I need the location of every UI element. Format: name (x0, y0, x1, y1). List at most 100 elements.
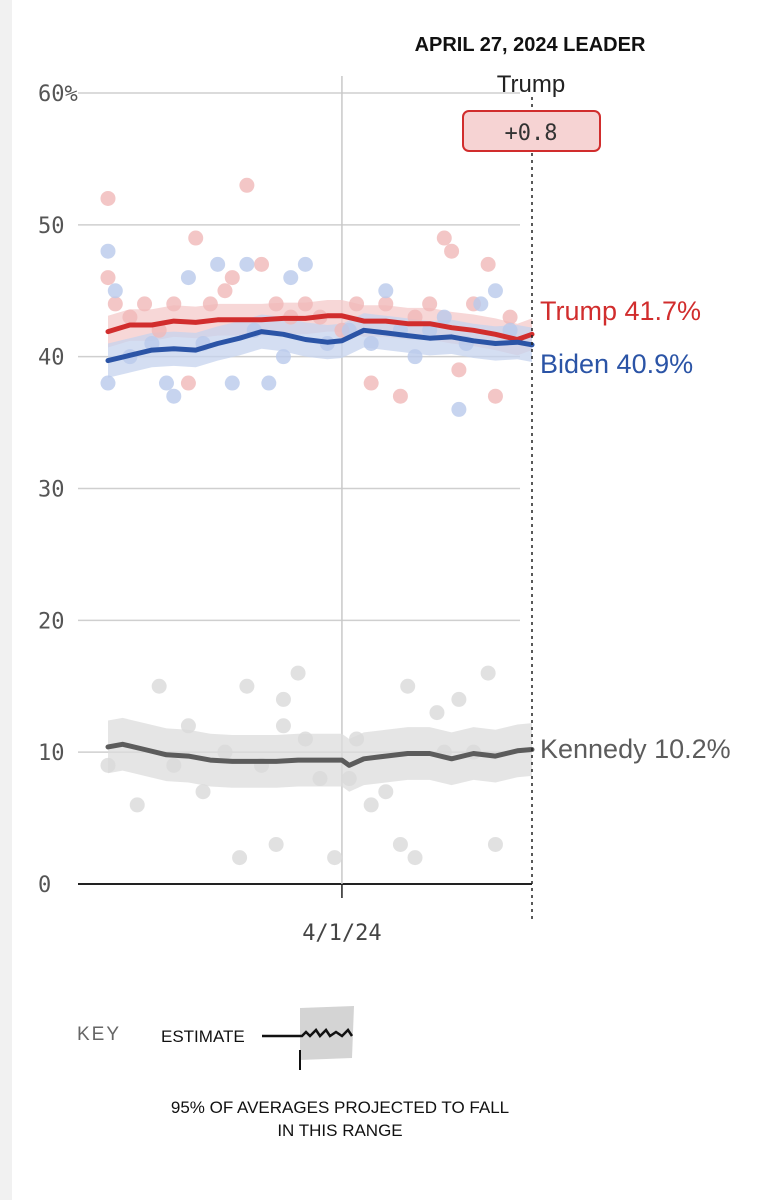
y-tick-label: 60% (38, 82, 78, 107)
poll-dot-biden (407, 349, 423, 365)
poll-dot-trump (451, 362, 467, 378)
poll-dot-kennedy (290, 665, 306, 681)
poll-dot-kennedy (297, 731, 313, 747)
poll-dot-biden (210, 256, 226, 272)
poll-dot-trump (107, 296, 123, 312)
key-estimate-line (262, 1028, 354, 1038)
poll-dot-trump (487, 388, 503, 404)
poll-dot-kennedy (217, 744, 233, 760)
poll-dot-kennedy (400, 678, 416, 694)
poll-dots (100, 177, 518, 866)
poll-dot-biden (100, 243, 116, 259)
poll-dot-kennedy (275, 718, 291, 734)
poll-dot-biden (487, 283, 503, 299)
poll-dot-kennedy (363, 797, 379, 813)
poll-dot-trump (239, 177, 255, 193)
key-label: KEY (77, 1024, 122, 1045)
chart-overlay: APRIL 27, 2024 LEADER Trump +0.8 (415, 34, 646, 920)
poll-dot-biden (180, 270, 196, 286)
poll-dot-kennedy (275, 691, 291, 707)
poll-dot-kennedy (378, 784, 394, 800)
poll-dot-kennedy (327, 850, 343, 866)
end-label-biden: Biden 40.9% (540, 349, 693, 379)
poll-dot-trump (100, 270, 116, 286)
estimate-lines: Trump 41.7% Biden 40.9% Kennedy 10.2% (105, 296, 731, 768)
poll-dot-kennedy (429, 705, 445, 721)
poll-dot-biden (158, 375, 174, 391)
poll-dot-biden (451, 401, 467, 417)
key-band-caption: 95% OF AVERAGES PROJECTED TO FALL IN THI… (170, 1098, 510, 1140)
line-kennedy (105, 741, 535, 768)
poll-dot-trump (480, 256, 496, 272)
band-kennedy (108, 717, 532, 792)
poll-dot-kennedy (312, 771, 328, 787)
leader-date-header: APRIL 27, 2024 LEADER (415, 34, 646, 56)
y-tick-label: 10 (38, 741, 65, 766)
poll-dot-kennedy (151, 678, 167, 694)
poll-dot-kennedy (341, 771, 357, 787)
end-label-trump: Trump 41.7% (540, 296, 701, 326)
y-tick-label: 50 (38, 214, 65, 239)
poll-dot-biden (473, 296, 489, 312)
poll-dot-trump (137, 296, 153, 312)
confidence-bands (108, 299, 532, 792)
poll-dot-kennedy (166, 757, 182, 773)
poll-dot-kennedy (129, 797, 145, 813)
poll-dot-trump (349, 296, 365, 312)
poll-dot-kennedy (480, 665, 496, 681)
poll-dot-trump (100, 190, 116, 206)
poll-dot-kennedy (232, 850, 248, 866)
poll-dot-kennedy (487, 836, 503, 852)
poll-dot-biden (107, 283, 123, 299)
poll-dot-trump (444, 243, 460, 259)
leader-margin-value: +0.8 (505, 121, 558, 146)
poll-dot-biden (275, 349, 291, 365)
poll-dot-trump (166, 296, 182, 312)
poll-dot-kennedy (268, 836, 284, 852)
end-label-kennedy: Kennedy 10.2% (540, 734, 731, 764)
poll-dot-biden (363, 335, 379, 351)
poll-dot-trump (363, 375, 379, 391)
poll-dot-biden (297, 256, 313, 272)
poll-dot-trump (436, 230, 452, 246)
poll-dot-trump (224, 270, 240, 286)
poll-dot-biden (261, 375, 277, 391)
poll-dot-kennedy (239, 678, 255, 694)
poll-dot-kennedy (407, 850, 423, 866)
x-tick-label: 4/1/24 (302, 921, 381, 946)
leader-margin-box (462, 110, 601, 152)
y-tick-label: 20 (38, 609, 65, 634)
y-tick-label: 30 (38, 478, 65, 503)
poll-dot-trump (502, 309, 518, 325)
leader-name: Trump (497, 71, 565, 98)
poll-dot-biden (378, 283, 394, 299)
poll-dot-biden (239, 256, 255, 272)
poll-dot-trump (392, 388, 408, 404)
poll-dot-trump (202, 296, 218, 312)
key-estimate-icon (262, 1006, 354, 1070)
poll-dot-biden (100, 375, 116, 391)
poll-dot-kennedy (349, 731, 365, 747)
poll-dot-trump (180, 375, 196, 391)
poll-dot-kennedy (195, 784, 211, 800)
poll-dot-trump (217, 283, 233, 299)
grid-lines: 60% 50 40 30 20 10 0 4/1/24 (38, 76, 532, 946)
line-biden (105, 327, 535, 364)
poll-dot-trump (268, 296, 284, 312)
poll-dot-biden (166, 388, 182, 404)
poll-dot-trump (407, 309, 423, 325)
poll-dot-kennedy (180, 718, 196, 734)
poll-dot-trump (378, 296, 394, 312)
poll-dot-trump (297, 296, 313, 312)
left-border (0, 0, 12, 1200)
poll-dot-trump (188, 230, 204, 246)
y-tick-label: 40 (38, 346, 65, 371)
poll-dot-biden (283, 270, 299, 286)
poll-dot-biden (436, 309, 452, 325)
y-tick-label: 0 (38, 873, 51, 898)
poll-dot-biden (224, 375, 240, 391)
poll-dot-trump (422, 296, 438, 312)
poll-dot-trump (122, 309, 138, 325)
poll-dot-kennedy (451, 691, 467, 707)
poll-dot-trump (254, 256, 270, 272)
